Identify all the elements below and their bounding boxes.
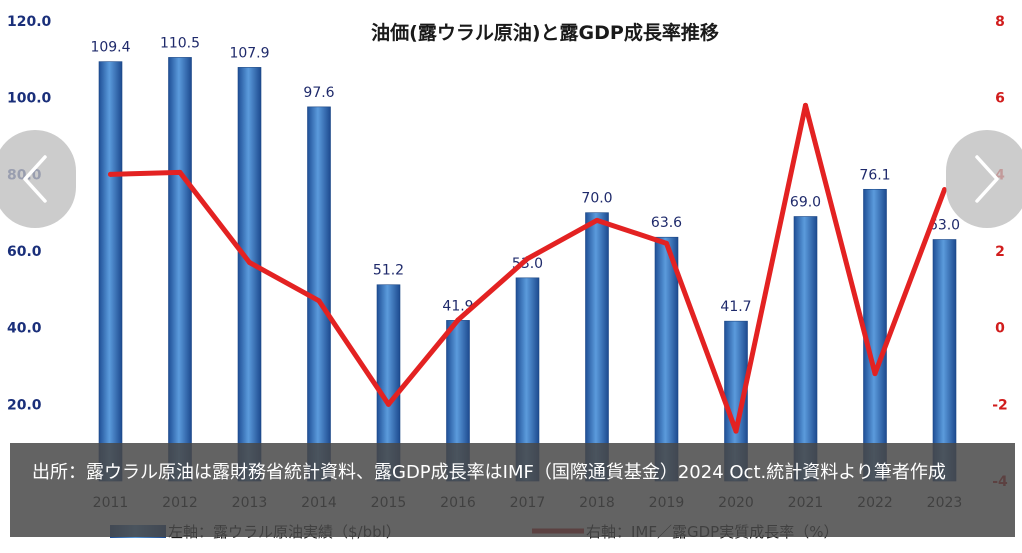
- gdp-growth-point-2016: [455, 317, 461, 323]
- gdp-growth-point-2022: [872, 371, 878, 377]
- bar-value-label-2020: 41.7: [720, 299, 751, 315]
- bar-2011: [98, 61, 123, 482]
- left-axis-tick-120.0: 120.0: [7, 14, 52, 30]
- right-axis-tick-2: 2: [995, 244, 1005, 260]
- right-axis-tick--2: -2: [992, 397, 1008, 413]
- gdp-growth-point-2019: [664, 240, 669, 246]
- source-caption: 出所：露ウラル原油は露財務省統計資料、露GDP成長率はIMF（国際通貨基金）20…: [10, 443, 1015, 537]
- next-slide-button[interactable]: [946, 130, 1022, 228]
- right-axis-tick-8: 8: [995, 14, 1005, 30]
- prev-slide-button[interactable]: [0, 130, 76, 228]
- chart-title: 油価(露ウラル原油)と露GDP成長率推移: [371, 21, 719, 44]
- gdp-growth-point-2015: [386, 401, 391, 407]
- right-axis-tick-0: 0: [995, 321, 1005, 337]
- gdp-growth-point-2012: [177, 169, 183, 175]
- bar-value-label-2013: 107.9: [229, 45, 269, 61]
- bar-value-label-2018: 70.0: [581, 191, 612, 207]
- gdp-growth-point-2018: [594, 217, 600, 223]
- bar-value-label-2019: 63.6: [651, 215, 682, 231]
- right-axis-tick-6: 6: [995, 91, 1005, 107]
- gdp-growth-point-2011: [108, 171, 113, 177]
- bar-value-label-2014: 97.6: [303, 85, 334, 101]
- bar-value-label-2023: 63.0: [929, 218, 960, 234]
- chevron-right-icon: [975, 155, 999, 203]
- gdp-growth-point-2020: [733, 428, 739, 434]
- left-axis-tick-100.0: 100.0: [7, 91, 52, 107]
- bar-value-label-2022: 76.1: [859, 167, 890, 183]
- bar-value-label-2015: 51.2: [373, 263, 404, 279]
- gdp-growth-point-2017: [525, 256, 530, 262]
- bar-2018: [585, 212, 609, 482]
- bar-value-label-2012: 110.5: [160, 35, 200, 51]
- gdp-growth-point-2023: [942, 187, 947, 193]
- gdp-growth-point-2014: [316, 298, 322, 304]
- bar-value-label-2021: 69.0: [790, 195, 821, 211]
- left-axis-tick-40.0: 40.0: [7, 321, 42, 337]
- gdp-growth-point-2013: [247, 260, 252, 265]
- bar-2012: [168, 57, 192, 482]
- gdp-growth-point-2021: [803, 102, 808, 108]
- left-axis-tick-60.0: 60.0: [7, 244, 42, 260]
- left-axis-tick-20.0: 20.0: [7, 397, 42, 413]
- bar-value-label-2011: 109.4: [90, 40, 130, 56]
- chevron-left-icon: [23, 155, 47, 203]
- bar-2013: [237, 67, 262, 482]
- bar-2021: [793, 216, 818, 482]
